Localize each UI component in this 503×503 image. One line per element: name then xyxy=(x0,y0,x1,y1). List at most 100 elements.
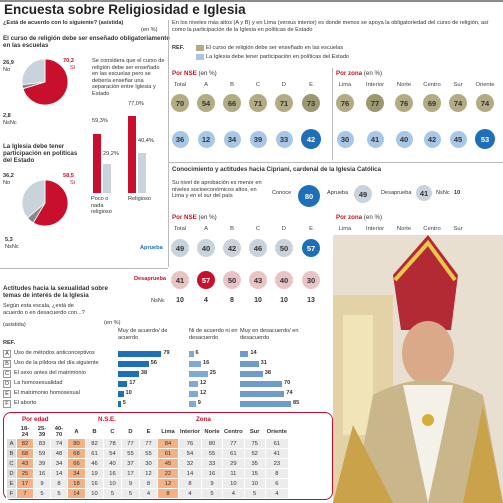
cip-nse-nsnc-3: 10 xyxy=(254,297,262,304)
aprueba-circle: 49 xyxy=(354,185,372,203)
pie2-slice-no xyxy=(21,179,46,219)
table-header-cell: 18-24 xyxy=(16,425,34,439)
table-cell: 12 xyxy=(139,468,158,479)
pie1-si-value: 70,3 xyxy=(63,58,74,64)
table-cell: 25 xyxy=(16,468,34,479)
table-cell: 77 xyxy=(221,438,245,449)
por-nse-title: Por NSE (en %) xyxy=(172,70,217,77)
sex-bar-ni-3 xyxy=(189,381,198,387)
table-cell: 52 xyxy=(243,448,266,459)
cip-nsnc-label: NsNc xyxy=(436,190,450,196)
table-cell: 8 xyxy=(157,488,179,499)
pie1-si-label: Sí xyxy=(70,65,76,71)
pie1-slice-no xyxy=(21,58,46,86)
sex-val-desacuerdo-5: 85 xyxy=(293,400,300,406)
sex-unit: (en %) xyxy=(104,320,121,326)
sex-val-desacuerdo-0: 14 xyxy=(250,350,257,356)
col2-header: Ni de acuerdo ni en desacuerdo xyxy=(189,328,238,341)
cip-nse-apr-3: 46 xyxy=(249,239,267,257)
table-cell: 8 xyxy=(50,478,68,489)
cip-nse-apr-2: 42 xyxy=(223,239,241,257)
zona-cat-0: Lima xyxy=(338,82,352,88)
sex-bar-desacuerdo-3 xyxy=(240,381,282,387)
sex-val-ni-2: 25 xyxy=(209,370,216,376)
nse-header: En los niveles más altos (A y B) y en Li… xyxy=(172,20,489,33)
table-cell: 16 xyxy=(33,468,51,479)
sex-item-label-C: El sexo antes del matrimonio xyxy=(14,370,86,376)
sex-item-label-F: El aborto xyxy=(14,400,37,406)
conoce-circle: 80 xyxy=(298,185,320,207)
zona-r2-0: 30 xyxy=(336,130,354,148)
table-cell: 78 xyxy=(103,438,122,449)
cip-row-desaprueba: Desaprueba xyxy=(134,276,167,282)
table-cell: 15 xyxy=(243,468,266,479)
cip-zona-cat-4: Sur xyxy=(453,226,463,232)
table-cell: 4 xyxy=(178,488,202,499)
table-cell: 11 xyxy=(221,468,245,479)
pie1-slice-si xyxy=(22,58,69,106)
cip-nse-cat-3: C xyxy=(255,226,261,232)
pie1-nsnc-value: 2,8 xyxy=(3,113,11,119)
sex-val-ni-1: 16 xyxy=(203,360,210,366)
pie1-no-value: 26,9 xyxy=(3,60,14,66)
sex-bar-desacuerdo-0 xyxy=(240,351,249,357)
table-cell: 82 xyxy=(85,438,104,449)
sex-bar-ni-0 xyxy=(189,351,194,357)
table-row: B 68 59 48 68 61 54 55 55 61 54 55 61 52 41 xyxy=(6,448,289,459)
pie2-si-value: 58,5 xyxy=(63,173,74,179)
table-row: E 17 9 8 18 16 10 9 8 12 8 9 10 10 6 xyxy=(6,478,289,489)
tbl-nse-title: N.S.E. xyxy=(98,416,116,423)
sex-val-ni-5: 9 xyxy=(197,400,201,406)
cip-nse-nsnc-0: 10 xyxy=(176,297,184,304)
table-cell: 14 xyxy=(67,488,86,499)
table-cell: 40 xyxy=(103,458,122,469)
table-row: A 82 83 74 80 82 78 77 77 84 76 80 77 75 61 xyxy=(6,438,289,449)
table-cell: 7 xyxy=(16,488,34,499)
sex-item-label-D: La homosexualidad xyxy=(14,380,63,386)
por-edad-title: Por edad xyxy=(22,416,49,423)
cip-row-aprueba: Aprueba xyxy=(140,245,163,251)
por-zona-title: Por zona (en %) xyxy=(336,70,383,77)
rbar2-label: Religioso xyxy=(128,196,152,202)
table-cell: 61 xyxy=(157,448,179,459)
table-cell: 80 xyxy=(67,438,86,449)
table-cell: 23 xyxy=(264,458,289,469)
q1-unit: (en %) xyxy=(141,27,158,33)
sex-val-desacuerdo-1: 31 xyxy=(260,360,267,366)
crosstab-table: 18-24 25-39 40-70 A B C D E Lima Interior Norte Cen… xyxy=(6,425,289,499)
legend2-swatch xyxy=(196,54,204,60)
table-header-cell: C xyxy=(103,425,122,439)
table-header-cell: Interior xyxy=(178,425,202,439)
desaprueba-circle: 41 xyxy=(416,185,432,201)
table-row: C 43 39 34 66 46 40 37 30 45 32 33 29 35 23 xyxy=(6,458,289,469)
sex-bar-acuerdo-5 xyxy=(118,401,121,407)
table-cell: 55 xyxy=(121,448,140,459)
table-cell: 77 xyxy=(139,438,158,449)
zona-cat-2: Norte xyxy=(396,82,412,88)
table-header-cell: B xyxy=(85,425,104,439)
table-cell: 33 xyxy=(200,458,223,469)
table-cell: 66 xyxy=(67,458,86,469)
table-cell: 61 xyxy=(85,448,104,459)
table-cell: 41 xyxy=(264,448,289,459)
sex-item-key-A: A xyxy=(3,350,11,358)
nse-r1-2: 66 xyxy=(223,94,241,112)
table-cell: 17 xyxy=(121,468,140,479)
sex-val-acuerdo-4: 10 xyxy=(125,390,132,396)
cipriani-header: Conocimiento y actitudes hacia Cipriani,… xyxy=(172,166,382,173)
zona-r1-5: 74 xyxy=(476,94,494,112)
table-cell: 43 xyxy=(16,458,34,469)
nse-cat-4: D xyxy=(281,82,287,88)
zona-r2-4: 45 xyxy=(449,130,467,148)
cip-nse-nsnc-5: 13 xyxy=(307,297,315,304)
nse-r2-5: 42 xyxy=(301,129,321,149)
sex-val-acuerdo-3: 17 xyxy=(129,380,136,386)
table-cell: 55 xyxy=(139,448,158,459)
nse-cat-0: Total xyxy=(173,82,187,88)
cip-nsnc-value: 10 xyxy=(454,190,461,196)
sex-val-acuerdo-5: 5 xyxy=(122,400,126,406)
pie2-si-label: Sí xyxy=(70,180,76,186)
pie2-no-label: No xyxy=(3,180,11,186)
nse-cat-1: A xyxy=(204,82,208,88)
nse-r1-5: 73 xyxy=(302,94,320,112)
